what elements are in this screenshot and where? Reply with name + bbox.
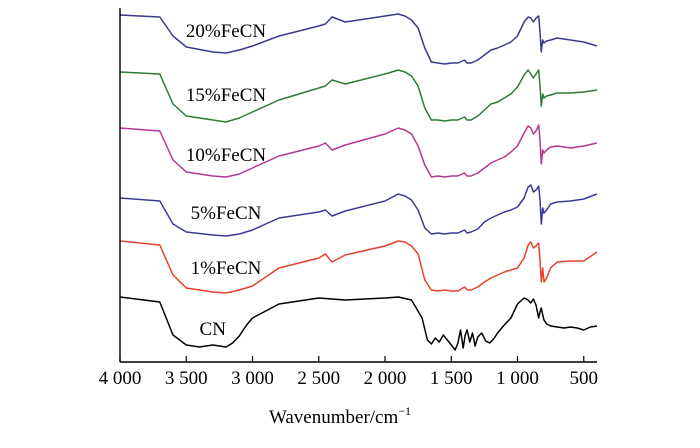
x-tick-label: 4 000 — [99, 368, 142, 389]
series-label: 20%FeCN — [186, 21, 267, 42]
series-label: 1%FeCN — [191, 258, 262, 279]
series-label: 15%FeCN — [186, 85, 267, 106]
series-line-15pctfecn — [119, 69, 598, 123]
series-layer — [119, 13, 598, 351]
series-label: 10%FeCN — [186, 145, 267, 166]
series-line-1pctfecn — [119, 240, 598, 294]
series-line-20pctfecn — [119, 13, 598, 65]
x-ticks: 4 000 3 500 3 000 2 500 2 000 1 500 1 000 500 — [99, 356, 598, 389]
x-tick-label: 1 000 — [496, 368, 539, 389]
x-tick-label: 3 500 — [165, 368, 208, 389]
series-labels: CN 1%FeCN 5%FeCN 10%FeCN 15%FeCN 20%FeCN — [186, 21, 267, 340]
series-label: 5%FeCN — [191, 203, 262, 224]
x-tick-label: 2 500 — [297, 368, 340, 389]
series-line-cn — [119, 296, 598, 351]
series-line-5pctfecn — [119, 184, 598, 237]
series-line-10pctfecn — [119, 124, 598, 178]
series-label: CN — [200, 319, 227, 340]
x-tick-label: 1 500 — [430, 368, 473, 389]
x-axis-title: Wavenumber/cm−1 — [269, 404, 411, 428]
x-tick-label: 2 000 — [364, 368, 407, 389]
axes-layer — [119, 8, 597, 363]
x-tick-label: 3 000 — [231, 368, 274, 389]
x-tick-label: 500 — [570, 368, 599, 389]
